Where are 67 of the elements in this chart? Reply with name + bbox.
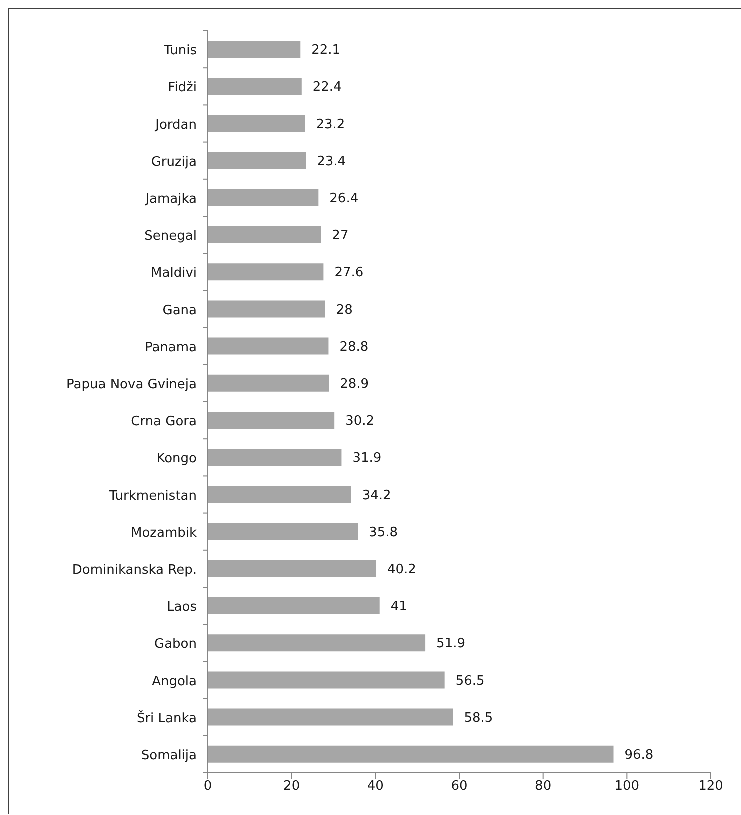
x-tick-label: 60 [451, 779, 468, 794]
bar [208, 598, 380, 614]
bar [208, 41, 301, 58]
bar [208, 672, 445, 689]
y-tick-label: Panama [144, 340, 197, 356]
data-label: 31.9 [352, 451, 382, 466]
data-label: 26.4 [330, 192, 359, 207]
y-tick-label: Šri Lanka [136, 709, 197, 726]
bar [208, 412, 335, 429]
y-tick-label: Gruzija [151, 154, 197, 170]
data-label: 96.8 [624, 748, 654, 764]
data-label: 41 [390, 600, 408, 615]
bar [208, 523, 358, 540]
y-tick-label: Dominikanska Rep. [72, 562, 197, 578]
x-tick-label: 80 [535, 779, 552, 794]
bar [208, 449, 342, 466]
data-label: 27.6 [334, 266, 364, 281]
data-label: 23.2 [316, 117, 346, 132]
data-label: 28 [336, 302, 353, 318]
data-label: 27 [332, 228, 349, 244]
y-tick-label: Laos [167, 600, 198, 616]
bar [208, 226, 322, 244]
y-tick-label: Gana [162, 303, 197, 318]
y-tick-label: Jamajka [144, 192, 197, 207]
data-label: 28.9 [340, 377, 370, 392]
bar [208, 746, 614, 763]
y-tick-label: Jordan [154, 118, 197, 133]
data-label: 23.4 [317, 154, 346, 170]
data-label: 22.1 [312, 43, 341, 58]
bar [208, 708, 454, 726]
data-label: 58.5 [464, 710, 494, 726]
data-label: 34.2 [362, 488, 392, 504]
y-tick-label: Crna Gora [131, 414, 197, 430]
bar [208, 189, 319, 206]
data-label: 30.2 [346, 414, 375, 430]
y-tick-label: Somalija [141, 748, 197, 764]
bar [208, 115, 306, 132]
bar [208, 300, 326, 318]
data-label: 56.5 [456, 674, 485, 689]
x-tick-label: 0 [204, 779, 212, 794]
bar [208, 338, 329, 355]
y-tick-label: Tunis [163, 44, 198, 59]
bar [208, 486, 352, 504]
bar [208, 152, 306, 170]
y-tick-label: Senegal [144, 229, 197, 244]
bar [208, 634, 426, 652]
y-tick-label: Kongo [156, 452, 198, 467]
data-label: 40.2 [388, 562, 416, 578]
y-tick-label: Fidži [168, 80, 197, 96]
data-label: 22.4 [312, 80, 342, 96]
bar [208, 78, 302, 96]
x-tick-label: 20 [284, 779, 300, 794]
x-tick-label: 120 [698, 779, 724, 794]
bar [208, 560, 377, 578]
y-tick-label: Mozambik [130, 526, 198, 541]
data-label: 51.9 [436, 636, 466, 652]
y-tick-label: Turkmenistan [108, 488, 197, 504]
x-tick-label: 100 [614, 779, 640, 794]
x-tick-label: 40 [367, 779, 384, 794]
y-tick-label: Maldivi [151, 266, 197, 282]
data-label: 28.8 [340, 340, 369, 355]
bar [208, 264, 324, 281]
bar [208, 374, 330, 392]
y-tick-label: Papua Nova Gvineja [66, 377, 197, 392]
y-tick-label: Angola [152, 674, 197, 690]
y-tick-label: Gabon [154, 637, 197, 652]
data-label: 35.8 [369, 525, 398, 540]
